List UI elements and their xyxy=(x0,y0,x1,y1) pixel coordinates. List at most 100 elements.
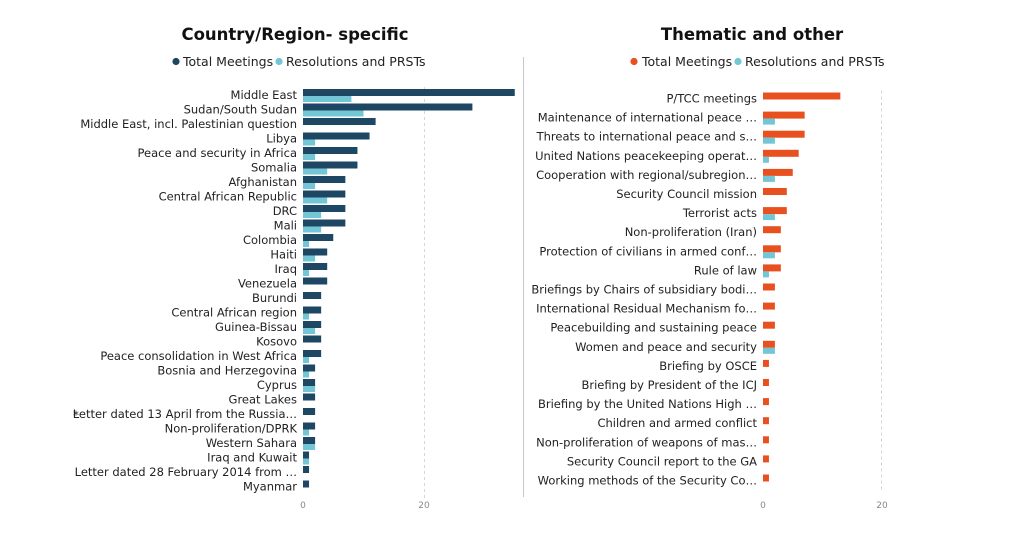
category-label: Briefing by President of the ICJ xyxy=(581,378,757,392)
chart-title: Thematic and other xyxy=(661,25,844,44)
bar-total-meetings xyxy=(303,422,316,430)
category-label: Maintenance of international peace … xyxy=(538,111,757,125)
category-label: Briefing by OSCE xyxy=(659,359,757,373)
bar-total-meetings xyxy=(763,111,805,119)
bar-resolutions-prsts xyxy=(763,175,775,182)
bar-resolutions-prsts xyxy=(303,429,310,436)
category-label: Children and armed conflict xyxy=(597,416,757,430)
bar-total-meetings xyxy=(303,437,316,444)
category-label: Terrorist acts xyxy=(682,206,757,220)
legend-marker-0 xyxy=(630,57,638,66)
category-label: Myanmar xyxy=(243,480,297,494)
bar-resolutions-prsts xyxy=(303,255,316,262)
category-label: Guinea-Bissau xyxy=(215,320,297,334)
bar-total-meetings xyxy=(303,103,473,111)
bar-total-meetings xyxy=(303,132,370,140)
category-label: Iraq xyxy=(275,262,297,276)
x-tick-label: 0 xyxy=(760,501,766,511)
bar-total-meetings xyxy=(763,226,781,234)
category-label: Central African Republic xyxy=(159,190,297,204)
category-label: Somalia xyxy=(251,161,297,175)
category-label: P/TCC meetings xyxy=(666,92,757,106)
bar-total-meetings xyxy=(303,219,346,227)
bar-total-meetings xyxy=(763,417,769,425)
bar-total-meetings xyxy=(763,168,793,176)
category-label: Middle East, incl. Palestinian question xyxy=(80,117,297,131)
bar-resolutions-prsts xyxy=(303,458,310,465)
bar-resolutions-prsts xyxy=(303,226,322,233)
category-label: DRC xyxy=(273,204,297,218)
bar-total-meetings xyxy=(303,393,316,401)
category-label: Briefings by Chairs of subsidiary bodi… xyxy=(531,283,757,297)
bar-resolutions-prsts xyxy=(303,371,310,378)
category-label: Kosovo xyxy=(256,335,297,349)
legend-label: Total Meetings xyxy=(641,54,732,69)
bar-total-meetings xyxy=(303,480,310,488)
bar-resolutions-prsts xyxy=(303,328,316,334)
bar-resolutions-prsts xyxy=(763,347,775,354)
bar-total-meetings xyxy=(303,277,328,285)
bar-resolutions-prsts xyxy=(763,156,769,163)
bar-total-meetings xyxy=(763,340,775,348)
bar-total-meetings xyxy=(303,350,322,357)
bar-resolutions-prsts xyxy=(763,271,769,278)
category-label: Rule of law xyxy=(694,263,757,277)
bar-total-meetings xyxy=(763,92,841,100)
category-label: Letter dated 28 February 2014 from … xyxy=(75,465,297,479)
bar-resolutions-prsts xyxy=(303,212,322,218)
category-label: United Nations peacekeeping operat… xyxy=(535,149,757,163)
bar-total-meetings xyxy=(763,264,781,272)
bar-total-meetings xyxy=(303,335,322,343)
x-tick-label: 20 xyxy=(876,501,888,511)
category-label: Peace consolidation in West Africa xyxy=(100,349,297,363)
bar-total-meetings xyxy=(303,89,515,96)
bar-resolutions-prsts xyxy=(303,386,316,392)
bar-resolutions-prsts xyxy=(763,214,775,221)
bar-total-meetings xyxy=(763,130,805,138)
category-label: Great Lakes xyxy=(229,393,297,407)
bar-resolutions-prsts xyxy=(303,168,328,175)
bar-total-meetings xyxy=(763,283,775,291)
category-label: Central African region xyxy=(171,306,297,320)
legend-label: Resolutions and PRSTs xyxy=(745,54,885,69)
bar-total-meetings xyxy=(303,248,328,256)
bar-resolutions-prsts xyxy=(303,241,310,247)
bar-resolutions-prsts xyxy=(303,197,328,204)
category-label: Non-proliferation of weapons of mas… xyxy=(536,435,757,449)
category-label: Peacebuilding and sustaining peace xyxy=(550,321,757,335)
category-label: Women and peace and security xyxy=(575,340,757,354)
bar-total-meetings xyxy=(303,176,346,183)
bar-resolutions-prsts xyxy=(763,137,775,144)
bar-total-meetings xyxy=(303,408,316,415)
category-label: Non-proliferation (Iran) xyxy=(625,225,757,239)
category-label: Cyprus xyxy=(257,378,297,392)
category-label: Iraq and Kuwait xyxy=(207,451,297,465)
bar-resolutions-prsts xyxy=(303,139,316,146)
bar-resolutions-prsts xyxy=(763,118,775,125)
category-label: Letter dated 13 April from the Russia… xyxy=(73,407,297,421)
bar-total-meetings xyxy=(303,292,322,299)
bar-total-meetings xyxy=(763,398,769,406)
category-label: Colombia xyxy=(243,233,297,247)
bar-resolutions-prsts xyxy=(303,110,364,117)
bar-total-meetings xyxy=(763,188,787,195)
category-label: Cooperation with regional/subregion… xyxy=(536,168,757,182)
category-label: Middle East xyxy=(231,88,298,102)
bar-total-meetings xyxy=(303,379,316,386)
category-label: Protection of civilians in armed conf… xyxy=(539,244,757,258)
legend-marker-1 xyxy=(734,57,742,66)
bar-total-meetings xyxy=(763,436,769,444)
bar-total-meetings xyxy=(763,474,769,482)
bar-resolutions-prsts xyxy=(303,357,310,363)
legend-label: Resolutions and PRSTs xyxy=(286,54,426,69)
bar-total-meetings xyxy=(303,321,322,328)
category-label: Security Council mission xyxy=(616,187,757,201)
category-label: Bosnia and Herzegovina xyxy=(157,364,297,378)
bar-total-meetings xyxy=(303,364,316,372)
category-label: Libya xyxy=(266,132,297,146)
bar-total-meetings xyxy=(303,190,346,198)
category-label: Mali xyxy=(274,219,297,233)
category-label: Sudan/South Sudan xyxy=(184,103,297,117)
legend-marker-0 xyxy=(172,57,180,66)
